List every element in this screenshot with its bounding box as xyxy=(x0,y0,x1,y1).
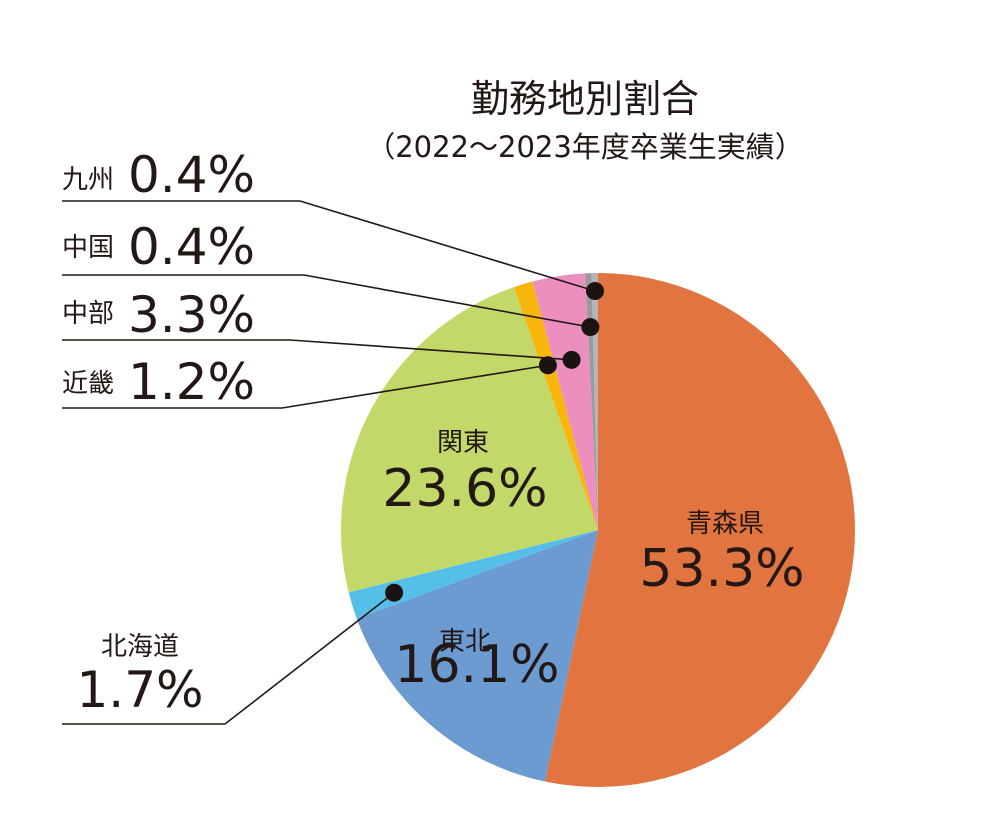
label-hokkaido-value: 1.7% xyxy=(76,661,203,719)
label-tohoku-value: 16.1% xyxy=(394,635,559,695)
label-chugoku-name: 中国 xyxy=(62,233,114,263)
pie-slice xyxy=(532,273,598,530)
label-aomori-value: 53.3% xyxy=(639,539,804,599)
pie-slice xyxy=(356,530,598,782)
leader-dot xyxy=(585,282,604,301)
label-tohoku-name: 東北 xyxy=(439,627,491,657)
leader-dot xyxy=(385,583,404,602)
label-kinki-value: 1.2% xyxy=(128,353,255,411)
leader-line xyxy=(62,339,572,361)
label-aomori-name: 青森県 xyxy=(686,509,764,539)
pie-slices xyxy=(341,273,856,788)
label-hokkaido-name: 北海道 xyxy=(101,632,179,662)
label-kanto-value: 23.6% xyxy=(382,459,547,519)
label-chubu-value: 3.3% xyxy=(128,286,255,344)
pie-slice xyxy=(348,530,598,619)
label-kyushu-name: 九州 xyxy=(62,165,114,195)
label-kanto-name: 関東 xyxy=(437,428,489,458)
leader-dot xyxy=(538,356,557,375)
label-kinki-name: 近畿 xyxy=(62,369,114,399)
leader-line xyxy=(62,200,596,292)
leader-dot xyxy=(562,350,581,369)
leader-line xyxy=(62,274,591,328)
pie-slice xyxy=(341,287,598,593)
label-chugoku-value: 0.4% xyxy=(128,218,255,276)
label-chubu-name: 中部 xyxy=(62,299,114,329)
leader-line xyxy=(62,592,395,725)
chart-subtitle: （2022～2023年度卒業生実績） xyxy=(366,130,804,164)
pie-slice xyxy=(513,281,598,530)
pie-slice xyxy=(545,273,856,788)
leader-lines xyxy=(62,200,604,725)
pie-slice xyxy=(591,273,598,530)
label-kyushu-value: 0.4% xyxy=(128,146,255,204)
leader-line xyxy=(62,364,549,409)
chart-title: 勤務地別割合 xyxy=(471,77,699,121)
pie-slice xyxy=(585,273,598,530)
leader-dot xyxy=(581,318,600,337)
